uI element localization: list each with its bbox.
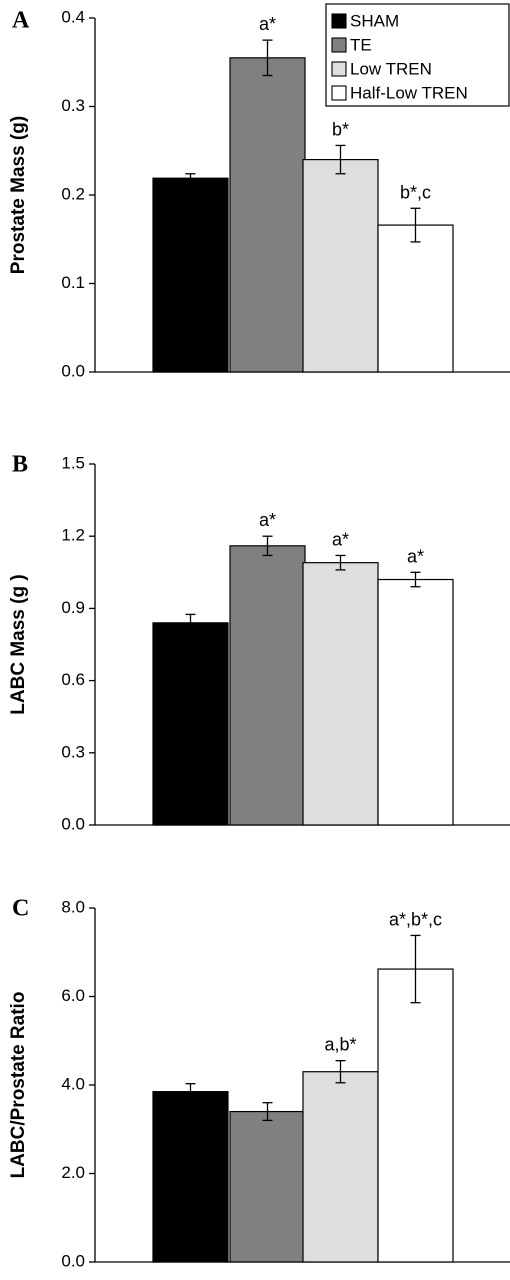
legend-label: Half-Low TREN	[350, 83, 468, 102]
y-tick-label: 1.2	[61, 526, 85, 545]
significance-label: a*,b*,c	[389, 909, 442, 929]
bar-te	[229, 545, 306, 826]
y-tick-label: 0.2	[61, 184, 85, 203]
bar-te	[229, 1110, 306, 1263]
bar-low-tren	[302, 159, 379, 373]
y-tick-label: 1.5	[61, 453, 85, 472]
y-axis-label: LABC/Prostate Ratio	[8, 992, 29, 1179]
y-tick-label: 0.0	[61, 814, 85, 833]
y-tick-label: 8.0	[61, 897, 85, 916]
significance-label: a,b*	[324, 1035, 356, 1055]
legend-box	[325, 3, 510, 107]
panel-label: B	[12, 452, 28, 478]
significance-label: b*	[332, 119, 349, 139]
chart-panel-c: C LABC/Prostate Ratio 0.0 2.0 4.0 6.0 8.0 a,b* a…	[8, 896, 510, 1270]
bar-sham	[152, 1091, 229, 1263]
y-axis-label: Prostate Mass (g)	[8, 116, 29, 274]
y-tick-label: 0.9	[61, 598, 85, 617]
panel-label: A	[12, 8, 30, 34]
y-tick-label: 6.0	[61, 986, 85, 1005]
y-tick-label: 0.4	[61, 7, 85, 26]
legend-swatch-low-tren	[331, 61, 347, 77]
legend-swatch-half-low-tren	[331, 85, 347, 101]
bar-te	[229, 57, 306, 373]
y-tick-label: 4.0	[61, 1074, 85, 1093]
significance-label: a*	[259, 510, 276, 530]
legend-label: SHAM	[350, 11, 399, 30]
chart-panel-a: A Prostate Mass (g) 0.0 0.1 0.2 0.3 0.4 a* b* b*,…	[8, 3, 510, 380]
y-tick-label: 0.1	[61, 273, 85, 292]
bar-half-low-tren	[377, 224, 454, 373]
bar-half-low-tren	[377, 968, 454, 1263]
bar-sham	[152, 177, 229, 373]
significance-label: a*	[332, 529, 349, 549]
significance-label: a*	[259, 14, 276, 34]
panel-label: C	[12, 896, 29, 922]
significance-label: a*	[407, 546, 424, 566]
significance-label: b*,c	[400, 182, 431, 202]
chart-panel-b: B LABC Mass (g ) 0.0 0.3 0.6 0.9 1.2 1.5 a* a* a*	[8, 452, 510, 833]
bar-low-tren	[302, 1071, 379, 1263]
bar-low-tren	[302, 562, 379, 826]
legend-swatch-te	[331, 37, 347, 53]
legend: SHAM TE Low TREN Half-Low TREN	[325, 3, 510, 107]
legend-label: TE	[350, 35, 372, 54]
y-axis-label: LABC Mass (g )	[8, 574, 29, 714]
bar-sham	[152, 622, 229, 826]
legend-label: Low TREN	[350, 59, 432, 78]
y-tick-label: 0.6	[61, 670, 85, 689]
y-tick-label: 0.0	[61, 1251, 85, 1270]
y-tick-label: 0.0	[61, 361, 85, 380]
y-tick-label: 2.0	[61, 1163, 85, 1182]
legend-swatch-sham	[331, 13, 347, 29]
bar-half-low-tren	[377, 578, 454, 826]
y-tick-label: 0.3	[61, 96, 85, 115]
y-tick-label: 0.3	[61, 742, 85, 761]
